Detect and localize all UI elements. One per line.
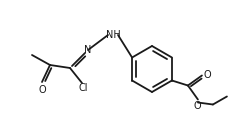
Text: Cl: Cl [78, 83, 88, 93]
Text: O: O [203, 70, 211, 80]
Text: N: N [84, 45, 92, 55]
Text: NH: NH [106, 30, 120, 40]
Text: O: O [193, 100, 201, 111]
Text: O: O [38, 85, 46, 95]
